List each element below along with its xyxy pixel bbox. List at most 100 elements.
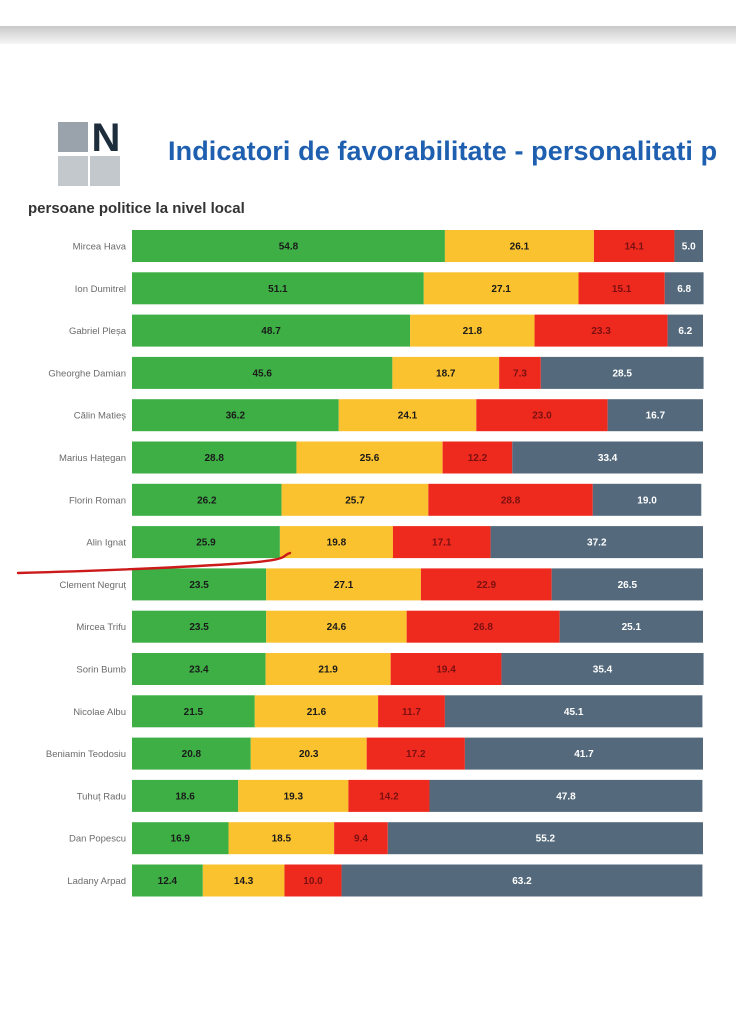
bar-row: Tuhuț Radu 18.6 19.3 14.2 47.8 bbox=[77, 779, 703, 812]
data-label: 11.7 bbox=[402, 707, 421, 718]
row-label: Nicolae Albu bbox=[73, 707, 126, 718]
bar-segment bbox=[238, 779, 349, 812]
row-label: Ladany Arpad bbox=[67, 876, 126, 887]
row-label: Beniamin Teodosiu bbox=[46, 749, 126, 760]
data-label: 23.4 bbox=[189, 665, 209, 676]
data-label: 17.1 bbox=[432, 538, 452, 549]
data-label: 23.3 bbox=[591, 326, 611, 337]
logo: N bbox=[58, 118, 124, 188]
data-label: 12.2 bbox=[468, 453, 488, 464]
row-label: Ion Dumitrel bbox=[75, 284, 126, 295]
data-label: 28.8 bbox=[204, 453, 224, 464]
data-label: 10.0 bbox=[303, 876, 323, 887]
bar-segment bbox=[132, 695, 255, 728]
bar-segment bbox=[132, 864, 203, 897]
bar-segment bbox=[392, 356, 500, 389]
bar-segment bbox=[132, 737, 251, 770]
data-label: 21.8 bbox=[463, 326, 483, 337]
bar-segment bbox=[664, 272, 704, 305]
bar-segment bbox=[444, 695, 703, 728]
bar-segment bbox=[607, 399, 703, 432]
logo-square bbox=[90, 122, 120, 152]
data-label: 26.1 bbox=[510, 242, 530, 253]
bar-segment bbox=[578, 272, 665, 305]
data-label: 25.7 bbox=[345, 495, 365, 506]
data-label: 27.1 bbox=[334, 580, 354, 591]
row-label: Mircea Hava bbox=[73, 242, 127, 253]
bar-segment bbox=[265, 653, 391, 685]
bar-segment bbox=[387, 822, 703, 855]
bar-segment bbox=[279, 526, 393, 559]
data-label: 16.7 bbox=[646, 411, 666, 422]
bar-segment bbox=[284, 864, 342, 897]
data-label: 14.3 bbox=[234, 876, 254, 887]
bar-segment bbox=[551, 568, 703, 601]
data-label: 45.6 bbox=[252, 368, 272, 379]
row-label: Marius Hațegan bbox=[59, 453, 126, 464]
bar-segment bbox=[250, 737, 367, 770]
row-label: Florin Roman bbox=[69, 495, 126, 506]
logo-square bbox=[58, 156, 88, 186]
data-label: 21.6 bbox=[307, 707, 327, 718]
data-label: 18.7 bbox=[436, 368, 456, 379]
bar-segment bbox=[266, 610, 407, 643]
bar-row: Gheorghe Damian 45.6 18.7 7.3 28.5 bbox=[48, 356, 704, 389]
data-label: 25.1 bbox=[622, 622, 642, 633]
data-label: 28.5 bbox=[612, 368, 632, 379]
bar-segment bbox=[202, 864, 285, 897]
bar-segment bbox=[296, 441, 443, 474]
data-label: 36.2 bbox=[226, 411, 246, 422]
bar-segment bbox=[132, 610, 267, 643]
bar-segment bbox=[476, 399, 608, 432]
data-label: 47.8 bbox=[556, 791, 576, 802]
row-label: Tuhuț Radu bbox=[77, 791, 126, 802]
data-label: 21.5 bbox=[184, 707, 204, 718]
bar-row: Gabriel Pleșa 48.7 21.8 23.3 6.2 bbox=[69, 314, 703, 347]
bar-row: Sorin Bumb 23.4 21.9 19.4 35.4 bbox=[76, 653, 704, 685]
bar-segment bbox=[341, 864, 703, 897]
data-label: 26.5 bbox=[618, 580, 638, 591]
bar-row: Alin Ignat 25.9 19.8 17.1 37.2 bbox=[86, 526, 703, 559]
data-label: 14.2 bbox=[379, 791, 399, 802]
bar-segment bbox=[429, 779, 703, 812]
bar-segment bbox=[254, 695, 379, 728]
bar-segment bbox=[228, 822, 335, 855]
row-label: Mircea Trifu bbox=[76, 622, 126, 633]
bar-segment bbox=[338, 399, 477, 432]
data-label: 63.2 bbox=[512, 876, 532, 887]
bar-row: Călin Matieș 36.2 24.1 23.0 16.7 bbox=[74, 399, 703, 432]
data-label: 25.6 bbox=[360, 453, 380, 464]
row-label: Alin Ignat bbox=[86, 538, 126, 549]
logo-square bbox=[90, 156, 120, 186]
bar-segment bbox=[281, 483, 429, 516]
bar-row: Beniamin Teodosiu 20.8 20.3 17.2 41.7 bbox=[46, 737, 703, 770]
bar-segment bbox=[420, 568, 552, 601]
chart-subtitle: persoane politice la nivel local bbox=[28, 200, 245, 217]
data-label: 33.4 bbox=[598, 453, 618, 464]
bar-row: Ladany Arpad 12.4 14.3 10.0 63.2 bbox=[67, 864, 703, 897]
data-label: 24.1 bbox=[398, 411, 418, 422]
bar-segment bbox=[132, 272, 424, 305]
bar-segment bbox=[442, 441, 513, 474]
bar-segment bbox=[559, 610, 703, 643]
bar-segment bbox=[334, 822, 388, 855]
data-label: 48.7 bbox=[261, 326, 281, 337]
row-label: Clement Negruț bbox=[59, 580, 126, 591]
red-underline-annotation bbox=[16, 551, 292, 575]
bar-row: Marius Hațegan 28.8 25.6 12.2 33.4 bbox=[59, 441, 703, 474]
logo-square bbox=[58, 122, 88, 152]
logo-letter: N bbox=[91, 116, 121, 160]
data-label: 15.1 bbox=[612, 284, 632, 295]
data-label: 28.8 bbox=[501, 495, 521, 506]
data-label: 19.3 bbox=[284, 791, 304, 802]
bar-segment bbox=[132, 822, 229, 855]
row-label: Călin Matieș bbox=[74, 411, 127, 422]
bar-row: Florin Roman 26.2 25.7 28.8 19.0 bbox=[69, 483, 702, 516]
data-label: 12.4 bbox=[158, 876, 178, 887]
bar-segment bbox=[593, 230, 675, 262]
bar-segment bbox=[132, 441, 297, 474]
bar-segment bbox=[423, 272, 579, 305]
bar-segment bbox=[534, 314, 668, 347]
bar-segment bbox=[406, 610, 560, 643]
bar-segment bbox=[132, 314, 411, 347]
